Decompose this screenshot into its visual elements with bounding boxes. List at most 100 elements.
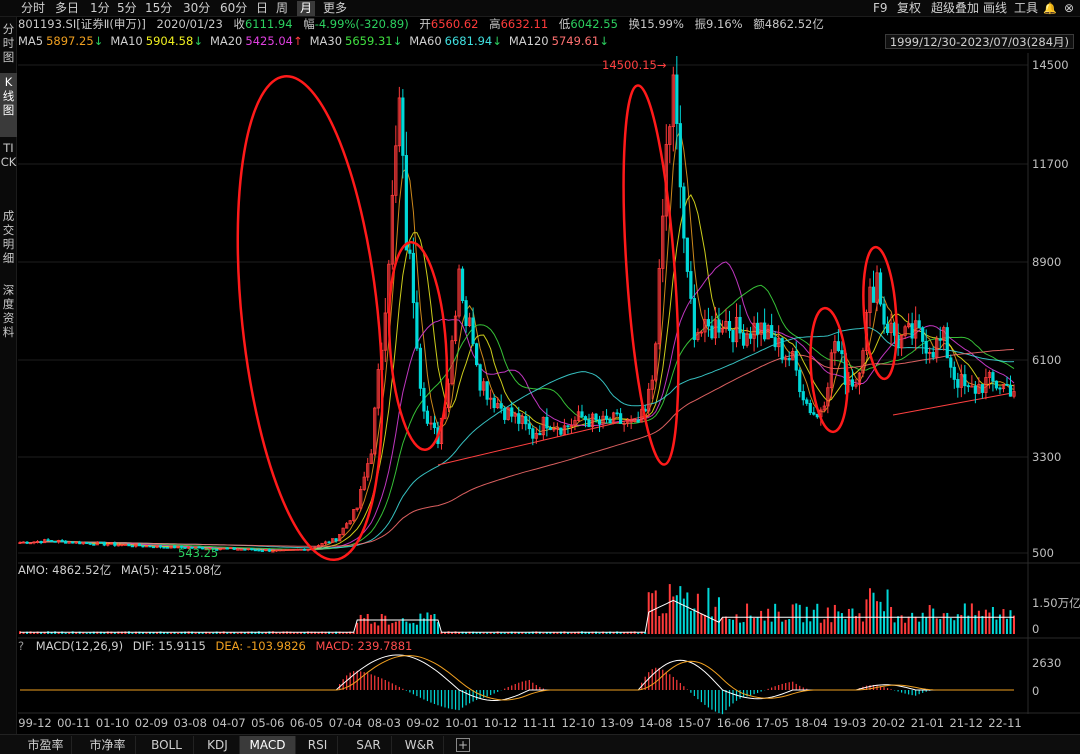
candle-body: [201, 547, 205, 550]
time-tick-18: 16-06: [717, 716, 750, 730]
candle-body: [583, 416, 588, 421]
date-range-selector[interactable]: 1999/12/30-2023/07/03(284月): [884, 34, 1074, 49]
candle-body: [32, 541, 36, 544]
candle-body: [109, 542, 113, 545]
volume-bar: [134, 631, 137, 634]
candle-body: [548, 427, 552, 431]
candle-body: [102, 541, 106, 546]
period-tab-9[interactable]: 月: [297, 1, 316, 16]
volume-bar: [724, 616, 727, 634]
candle-body: [99, 541, 103, 544]
volume-bar: [556, 632, 559, 634]
volume-bar: [264, 632, 267, 634]
volume-bar: [289, 631, 292, 634]
volume-bar: [654, 590, 657, 634]
period-tab-8[interactable]: 周: [276, 1, 289, 15]
volume-bar: [275, 632, 278, 634]
indicator-tab-macd[interactable]: MACD: [240, 736, 296, 754]
volume-bar: [201, 632, 204, 634]
volume-bar: [798, 604, 801, 634]
period-tab-2[interactable]: 1分: [90, 1, 110, 15]
candle-body: [42, 539, 47, 544]
left-tab-2[interactable]: TICK: [0, 141, 17, 169]
ma-legend-ma60: MA60 6681.94↓: [409, 34, 502, 48]
left-tab-3[interactable]: 成交明细: [2, 209, 15, 265]
candle-body: [218, 548, 222, 551]
volume-bar: [991, 606, 994, 634]
toolbar-right-1[interactable]: 复权: [897, 1, 922, 15]
candle-body: [661, 215, 665, 269]
add-indicator-icon[interactable]: +: [456, 738, 470, 752]
candle-body: [524, 416, 528, 425]
toolbar-right-4[interactable]: 工具: [1014, 1, 1039, 15]
macd-help-icon[interactable]: ?: [18, 639, 25, 653]
indicator-tab-rsi[interactable]: RSI: [298, 736, 338, 754]
volume-bar: [314, 631, 317, 634]
indicator-tab-x[interactable]: 市盈率: [20, 736, 72, 754]
volume-bar: [261, 632, 264, 634]
period-tab-10[interactable]: 更多: [323, 1, 348, 15]
period-tab-6[interactable]: 60分: [220, 1, 248, 15]
volume-bar: [415, 624, 418, 634]
candle-body: [285, 549, 289, 551]
candle-body: [770, 325, 774, 339]
highlight-ellipse-1: [387, 240, 449, 452]
candle-body: [116, 544, 120, 547]
candle-body: [457, 268, 461, 317]
candle-body: [857, 372, 862, 386]
highlight-ellipse-3: [809, 306, 849, 434]
indicator-tab-x[interactable]: 市净率: [80, 736, 136, 754]
candle-body: [46, 539, 50, 542]
indicator-tab-sar[interactable]: SAR: [346, 736, 392, 754]
volume-bar: [833, 604, 836, 634]
left-tab-1[interactable]: K线图: [0, 73, 17, 137]
volume-bar: [78, 631, 81, 634]
ma-legend-ma10: MA10 5904.58↓: [110, 34, 203, 48]
indicator-tab-w-r[interactable]: W&R: [396, 736, 444, 754]
volume-bar: [559, 631, 562, 634]
period-tab-1[interactable]: 多日: [55, 1, 80, 15]
candle-body: [316, 545, 321, 548]
volume-bar: [710, 616, 713, 634]
candle-body: [801, 391, 805, 401]
candle-body: [506, 407, 510, 420]
alert-bell-icon[interactable]: 🔔: [1043, 2, 1057, 15]
volume-bar: [570, 632, 573, 634]
left-tab-0[interactable]: 分时图: [2, 22, 15, 64]
left-tab-4[interactable]: 深度资料: [2, 283, 15, 339]
volume-bar: [791, 604, 794, 634]
candle-body: [808, 403, 812, 414]
close-panel-icon[interactable]: ⊗: [1064, 1, 1075, 15]
volume-bar: [732, 619, 735, 634]
volume-bar: [40, 632, 43, 634]
indicator-tab-boll[interactable]: BOLL: [140, 736, 194, 754]
volume-bar: [254, 631, 257, 634]
volume-bar: [33, 631, 36, 634]
indicator-tabs: 市盈率 市净率 BOLL KDJ MACD RSI SAR W&R +: [0, 734, 1080, 754]
candle-body: [977, 384, 981, 394]
price-annotations: 14500.15→ 543.25: [178, 58, 667, 560]
high-field: 高6632.11: [489, 17, 549, 31]
toolbar-right-0[interactable]: F9: [873, 1, 888, 15]
volume-bar: [75, 632, 78, 634]
macd-name: MACD(12,26,9): [35, 639, 124, 653]
indicator-tab-kdj[interactable]: KDJ: [196, 736, 240, 754]
grid-lines: [18, 53, 1080, 714]
volume-bar: [163, 632, 166, 634]
candle-body: [622, 422, 626, 425]
volume-bar: [868, 588, 871, 634]
toolbar-right-3[interactable]: 画线: [983, 1, 1008, 15]
period-tab-5[interactable]: 30分: [183, 1, 211, 15]
volume-bar: [851, 608, 854, 634]
volume-bar: [412, 622, 415, 634]
period-tab-4[interactable]: 15分: [145, 1, 173, 15]
candle-body: [21, 541, 26, 544]
candle-body: [597, 419, 602, 425]
period-tab-3[interactable]: 5分: [117, 1, 137, 15]
volume-bar: [626, 631, 629, 634]
low-price-annotation: 543.25: [178, 546, 218, 560]
toolbar-right-2[interactable]: 超级叠加: [931, 1, 980, 15]
period-tab-0[interactable]: 分时: [21, 1, 46, 15]
period-tab-7[interactable]: 日: [256, 1, 269, 15]
